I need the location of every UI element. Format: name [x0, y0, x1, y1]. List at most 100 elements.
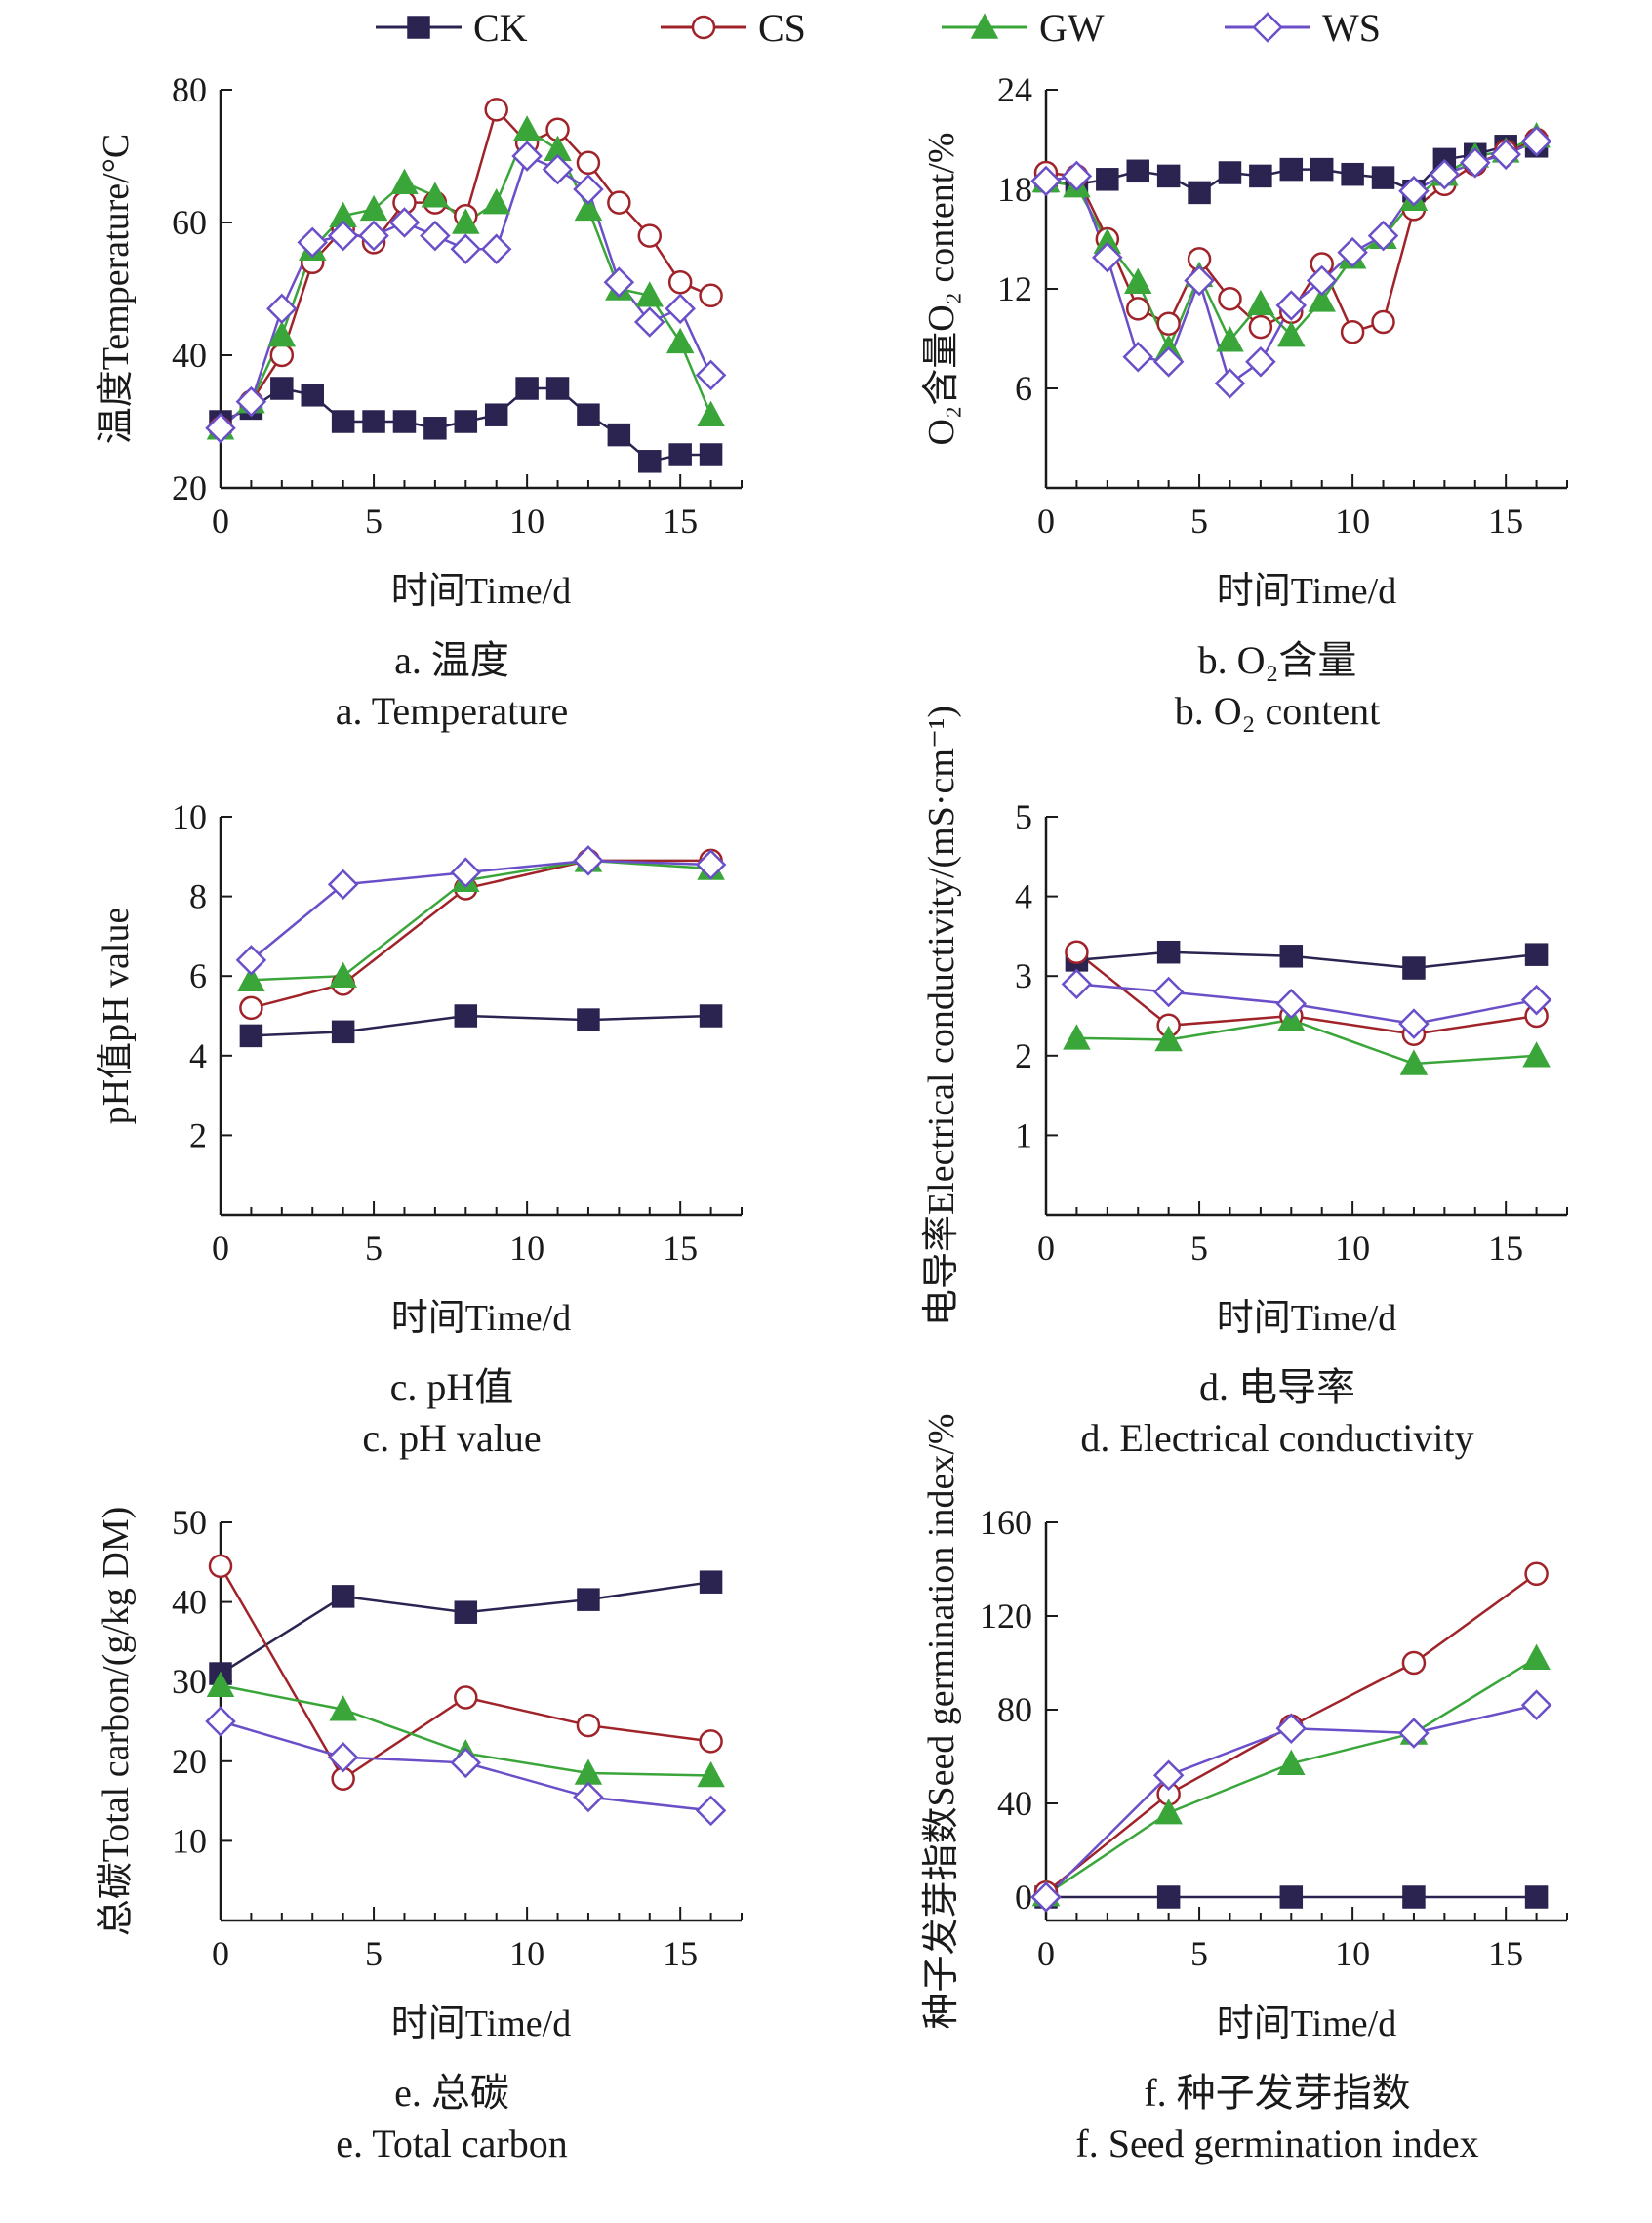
point-ws — [1337, 236, 1368, 268]
series-points-ck — [209, 377, 723, 473]
point-ws — [1275, 988, 1308, 1020]
y-tick-label: 30 — [172, 1662, 207, 1701]
point-ws — [1398, 175, 1430, 207]
x-tick-label: 15 — [1488, 1229, 1523, 1268]
y-tick-label: 12 — [997, 269, 1032, 308]
point-gw — [1154, 1799, 1183, 1825]
point-cs — [699, 1729, 723, 1754]
y-tick-label: 40 — [172, 336, 207, 375]
point-ck — [454, 1600, 478, 1624]
point-cs — [454, 1685, 478, 1710]
point-cs — [1340, 319, 1365, 344]
point-ws — [480, 233, 512, 264]
y-tick-label: 50 — [172, 1503, 207, 1542]
x-tick-label: 10 — [509, 1934, 544, 1973]
point-ck — [423, 417, 447, 440]
point-ws — [205, 413, 236, 444]
series-points-gw — [237, 846, 725, 992]
caption-cn: d. 电导率 — [1199, 1365, 1355, 1409]
point-ws — [420, 220, 451, 252]
y-axis-label: pH值pH value — [96, 908, 137, 1125]
point-gw — [267, 321, 297, 347]
point-cs — [1401, 1650, 1427, 1676]
x-tick-label: 5 — [1190, 502, 1208, 541]
x-tick-label: 0 — [1037, 1934, 1055, 1973]
point-ck — [239, 1024, 263, 1048]
point-ws — [695, 1795, 727, 1827]
point-ws — [1367, 220, 1399, 252]
point-cs — [208, 1554, 233, 1579]
point-ck — [331, 1020, 355, 1044]
point-gw — [1399, 1049, 1429, 1075]
series-line-ck — [251, 1014, 711, 1037]
point-ck — [301, 384, 324, 407]
point-cs — [1065, 940, 1089, 964]
y-tick-label: 3 — [1015, 956, 1032, 995]
legend-item-gw: GW — [942, 6, 1105, 50]
point-ws — [542, 153, 574, 185]
point-ws — [695, 849, 727, 880]
y-tick-label: 40 — [997, 1784, 1032, 1823]
point-ws — [1429, 158, 1461, 190]
legend-label-ck: CK — [473, 6, 528, 50]
point-gw — [1154, 1025, 1183, 1052]
point-cs — [576, 150, 601, 176]
x-tick-label: 0 — [212, 502, 229, 541]
point-ws — [205, 1706, 236, 1737]
x-tick-label: 10 — [509, 502, 544, 541]
point-ws — [327, 1741, 359, 1773]
y-tick-label: 40 — [172, 1583, 207, 1622]
point-gw — [482, 188, 510, 215]
y-tick-label: 20 — [172, 468, 207, 507]
point-ws — [1245, 346, 1276, 378]
point-gw — [237, 965, 265, 992]
x-tick-label: 10 — [1335, 1229, 1370, 1268]
y-tick-label: 4 — [1015, 877, 1032, 916]
point-gw — [452, 208, 480, 234]
point-ck — [638, 450, 662, 473]
panel-seed-germination-index: 0 5 10 15 0 40 80 120 160 时间Time/d 种子发芽指数Seed germ… — [826, 1413, 1651, 2218]
point-gw — [1522, 1041, 1551, 1068]
x-tick-label: 15 — [1488, 502, 1523, 541]
point-cs — [1371, 309, 1395, 335]
point-ck — [331, 410, 355, 433]
y-axis-label: 种子发芽指数Seed germination index/% — [921, 1413, 962, 2029]
x-axis-label: 时间Time/d — [1217, 2003, 1396, 2044]
point-gw — [697, 1760, 725, 1788]
x-axis-label: 时间Time/d — [391, 2003, 571, 2044]
point-ws — [603, 266, 635, 298]
point-ws — [1030, 165, 1062, 197]
point-gw — [1522, 1643, 1551, 1670]
point-ws — [1030, 1881, 1062, 1913]
point-cs — [239, 995, 263, 1021]
point-ws — [235, 385, 267, 418]
point-ck — [1188, 181, 1211, 205]
y-tick-label: 10 — [172, 1821, 207, 1860]
point-ck — [1279, 157, 1304, 182]
chart-seed-germination-index: 0 5 10 15 0 40 80 120 160 时间Time/d 种子发芽指数Seed germ… — [921, 1413, 1568, 2165]
x-axis-label: 时间Time/d — [1217, 571, 1396, 612]
series-points-ws — [205, 141, 727, 444]
point-ws — [1398, 1718, 1430, 1749]
point-ck — [1402, 1885, 1426, 1909]
y-tick-label: 8 — [189, 877, 207, 916]
point-cs — [576, 1713, 601, 1738]
point-ws — [297, 226, 329, 259]
point-ws — [266, 293, 298, 325]
panel-temperature: 0 5 10 15 20 40 60 80 时间Time/d 温度Temperature/°C a.… — [0, 59, 826, 786]
series-points-gw — [1031, 1643, 1551, 1907]
point-ws — [1214, 368, 1246, 399]
y-tick-label: 60 — [172, 203, 207, 242]
point-ck — [1156, 164, 1181, 188]
x-tick-label: 15 — [663, 502, 698, 541]
point-ws — [450, 857, 482, 888]
point-ws — [573, 1781, 604, 1813]
series-line-cs — [220, 106, 712, 429]
point-gw — [359, 194, 388, 222]
series-points-cs — [208, 1554, 723, 1792]
point-cs — [484, 98, 508, 122]
point-ws — [1520, 125, 1552, 157]
point-ws — [1275, 1713, 1308, 1744]
point-cs — [637, 223, 663, 248]
